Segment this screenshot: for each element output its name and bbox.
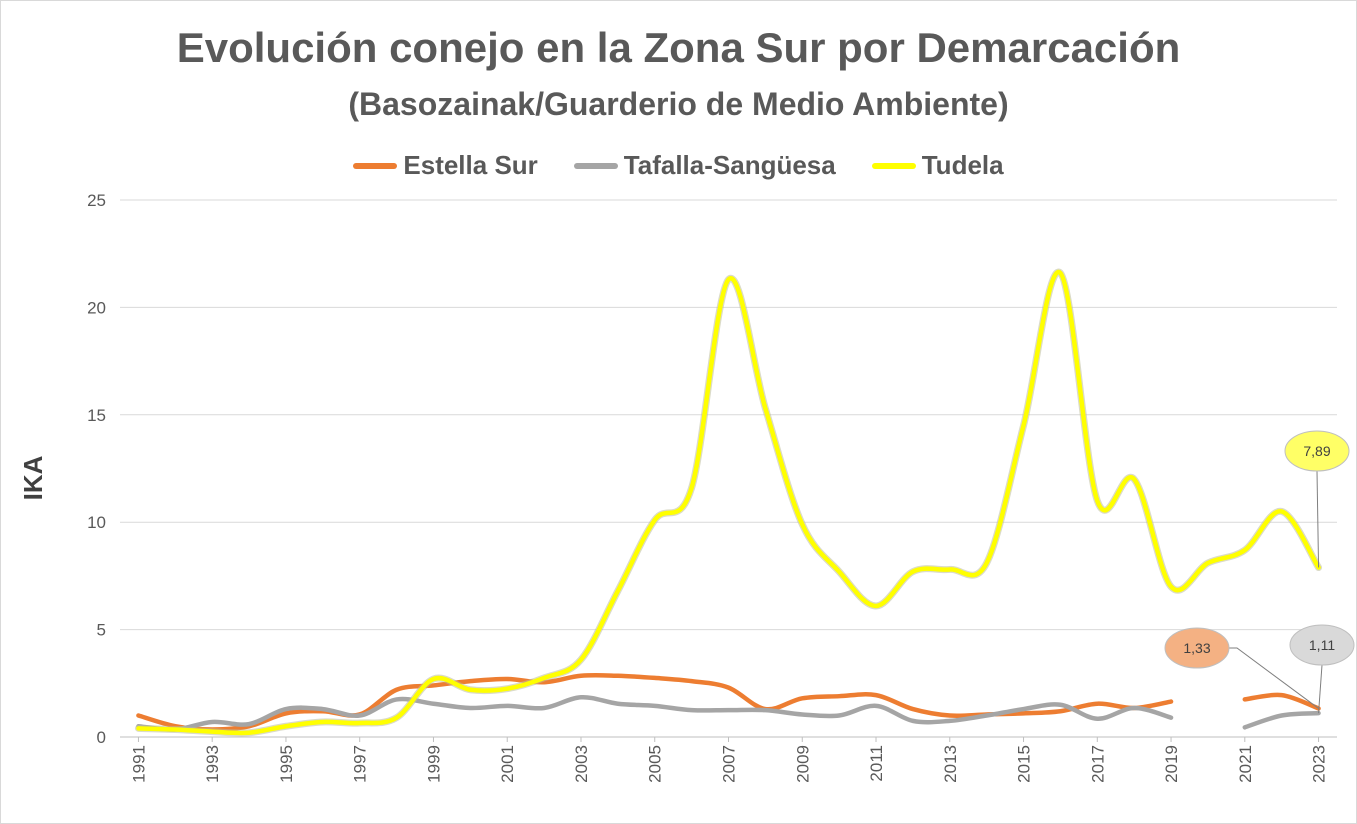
legend-swatch-tudela (871, 162, 916, 169)
leader-line-tafalla-sanguesa (1318, 664, 1323, 714)
y-tick-label: 15 (87, 406, 106, 425)
y-tick-label: 10 (87, 513, 106, 532)
series-line-tudela-0 (136, 270, 1321, 736)
data-label-bubble-tudela (1284, 430, 1350, 472)
data-label-tafalla-sanguesa: 1,11 (1309, 637, 1335, 653)
x-tick-label: 2015 (1015, 745, 1034, 783)
chart-title: Evolución conejo en la Zona Sur por Dema… (176, 24, 1181, 71)
y-tick-label: 5 (97, 621, 106, 640)
legend-item-tafalla-sanguesa: Tafalla-Sangüesa (573, 150, 836, 181)
y-tick-label: 0 (97, 728, 106, 747)
series-line-tafalla-sanguesa-0 (136, 695, 1174, 732)
data-label-bubble-estella-sur (1164, 627, 1230, 669)
x-tick-label: 2017 (1088, 745, 1107, 783)
legend-swatch-estella-sur (353, 162, 398, 169)
x-tick-label: 2009 (793, 745, 812, 783)
y-axis-ticks: 0 5 10 15 20 25 (87, 191, 106, 747)
chart-subtitle: (Basozainak/Guarderio de Medio Ambiente) (348, 86, 1009, 122)
x-axis-ticks: 1991 1993 1995 1997 1999 2001 2003 2005 2007 2009… (129, 737, 1329, 783)
x-tick-label: 2003 (572, 745, 591, 783)
data-label-estella-sur: 1,33 (1183, 640, 1210, 656)
leader-line-estella-sur (1229, 647, 1319, 709)
x-tick-label: 2023 (1310, 745, 1329, 783)
legend-label-estella-sur: Estella Sur (403, 150, 538, 180)
x-tick-label: 2005 (646, 745, 665, 783)
x-tick-label: 2019 (1162, 745, 1181, 783)
data-label-bubble-tafalla-sanguesa (1289, 624, 1355, 666)
y-axis-label: IKA (18, 455, 48, 500)
x-tick-label: 1997 (351, 745, 370, 783)
x-tick-label: 2001 (498, 745, 517, 783)
legend-item-tudela: Tudela (871, 150, 1004, 181)
x-tick-label: 2011 (867, 745, 886, 782)
x-tick-label: 2021 (1236, 745, 1255, 783)
x-tick-label: 1999 (424, 745, 443, 783)
series-line-tafalla-sanguesa-1 (1242, 710, 1321, 730)
x-tick-label: 1991 (129, 745, 148, 783)
gridlines (120, 199, 1337, 738)
y-tick-label: 25 (87, 191, 106, 210)
x-tick-label: 1995 (277, 745, 296, 783)
data-labels: 7,89 1,33 1,11 (1164, 430, 1355, 714)
legend-label-tudela: Tudela (921, 150, 1004, 180)
x-tick-label: 2007 (720, 745, 739, 783)
leader-line-tudela (1316, 470, 1320, 568)
x-tick-label: 2013 (941, 745, 960, 783)
legend-item-estella-sur: Estella Sur (353, 150, 538, 181)
legend-swatch-tafalla-sanguesa (573, 162, 618, 169)
legend: Estella Sur Tafalla-Sangüesa Tudela (0, 150, 1357, 181)
series-line-estella-sur-0 (136, 672, 1174, 732)
data-label-tudela: 7,89 (1303, 443, 1330, 459)
x-tick-label: 1993 (203, 745, 222, 783)
series-line-estella-sur-1 (1242, 692, 1321, 711)
y-tick-label: 20 (87, 298, 106, 317)
legend-label-tafalla-sanguesa: Tafalla-Sangüesa (623, 150, 836, 180)
series-shadow-tudela (134, 268, 1323, 737)
series-lines (134, 268, 1323, 737)
